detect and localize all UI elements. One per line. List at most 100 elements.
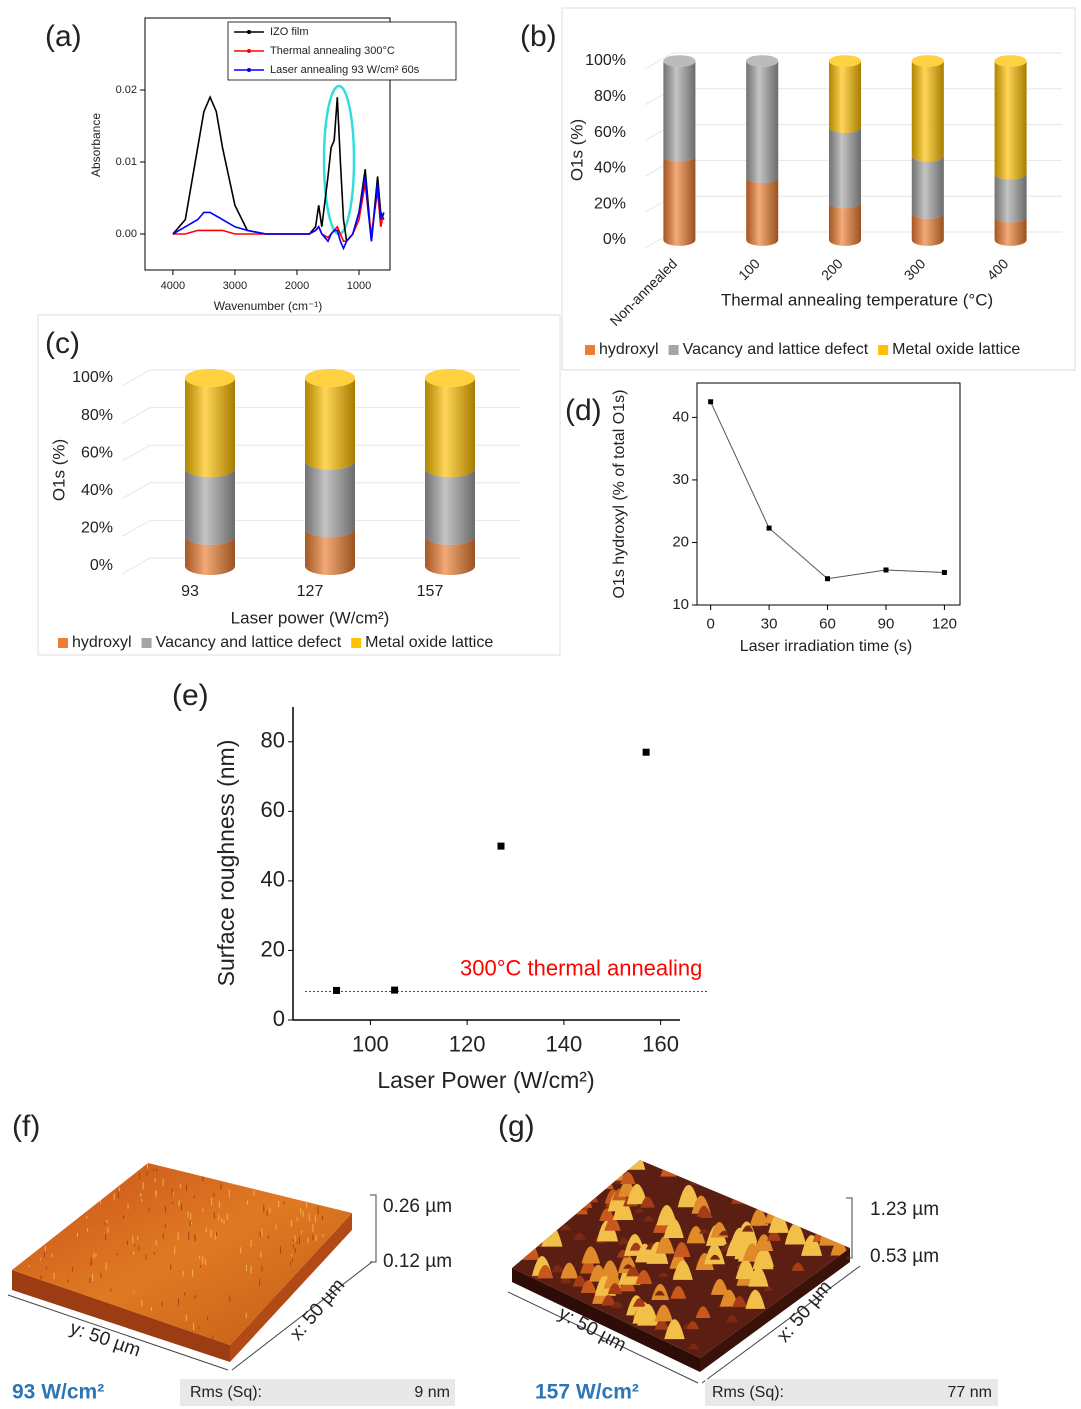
rms-value: 77 nm [948, 1384, 992, 1401]
surface-peak [604, 1216, 621, 1231]
bar-shading [994, 173, 1027, 223]
y-tick-label: 100% [585, 52, 626, 69]
grid-line [121, 407, 520, 425]
grid-line [121, 519, 520, 537]
cylinder-cap [994, 55, 1027, 67]
surface-peak [686, 1225, 706, 1244]
cylinder-cap-shine [829, 55, 861, 67]
reference-label: 300°C thermal annealing [460, 955, 702, 980]
surface-peak [597, 1175, 614, 1190]
surface-peak [623, 1264, 634, 1269]
y-tick-label: 40 [261, 867, 285, 892]
legend-swatch [878, 345, 889, 355]
afm-panel: (f) 0.26 µm 0.12 µm y: 50 µm x: 50 µm 93… [7, 1110, 455, 1406]
surface-peak [791, 1262, 805, 1272]
x-tick-label: 30 [761, 615, 778, 632]
axis-line [7, 1294, 229, 1371]
data-point [333, 986, 341, 994]
afm-panel: (g) 1.23 µm 0.53 µm y: 50 µm x: 50 µm 15… [498, 1110, 998, 1406]
x-tick-label: 300 [901, 255, 929, 283]
surface-peak [654, 1304, 673, 1322]
y-tick-label: 0.02 [116, 84, 137, 96]
surface-peak [689, 1180, 701, 1186]
surface-peak [698, 1229, 710, 1234]
x-tick-label: 2000 [285, 280, 309, 292]
surface-peak [606, 1163, 626, 1181]
x-tick-label: 93 [181, 583, 199, 600]
axis-line [507, 1291, 699, 1384]
legend-label: Laser annealing 93 W/cm² 60s [270, 64, 420, 76]
surface-peak [658, 1272, 669, 1277]
bar-shading [746, 177, 779, 246]
y-axis-label: O1s (%) [567, 119, 586, 181]
surface-peak [664, 1319, 685, 1340]
series-line [172, 176, 385, 251]
data-point [642, 748, 650, 756]
surface-peak [735, 1221, 758, 1243]
panel-label: (a) [45, 20, 82, 53]
surface-peak [635, 1269, 653, 1284]
x-tick-label: 3000 [223, 280, 247, 292]
panel-label: (g) [498, 1110, 535, 1143]
bar-shading [185, 378, 235, 478]
bar-shading [746, 61, 779, 184]
surface-peak [573, 1232, 586, 1241]
scale-min: 0.53 µm [870, 1246, 939, 1267]
surface-peak [617, 1237, 630, 1245]
y-tick-label: 0.00 [116, 228, 137, 240]
surface-peak [654, 1290, 665, 1296]
bar-shading [663, 61, 696, 162]
surface-peak [637, 1303, 659, 1326]
legend-swatch [58, 638, 68, 648]
surface-peak [719, 1289, 739, 1307]
bar-shading [305, 378, 355, 470]
surface-side [512, 1268, 700, 1372]
legend-swatch [351, 638, 362, 648]
surface-peak [748, 1266, 769, 1287]
surface-peak [695, 1306, 711, 1318]
surface-peak [725, 1315, 738, 1323]
cylinder-cap [829, 55, 861, 67]
surface-peak [763, 1286, 774, 1291]
surface-peak [584, 1192, 599, 1203]
bar-shading [425, 468, 475, 545]
surface-peak [560, 1224, 572, 1231]
surface-peak [601, 1294, 616, 1306]
bar-shading [305, 460, 355, 538]
y-axis-label: Absorbance [89, 113, 103, 177]
surface-peak [663, 1218, 684, 1239]
surface-peak [709, 1254, 721, 1260]
y-tick-label: 60% [594, 124, 626, 141]
scale-bar [846, 1197, 853, 1259]
y-tick-label: 100% [72, 369, 113, 386]
surface-texture [22, 1163, 324, 1340]
x-axis-label: Laser power (W/cm²) [231, 608, 390, 627]
surface-peak [574, 1199, 589, 1211]
surface-peak [732, 1296, 747, 1308]
series-line [710, 401, 945, 580]
data-point [708, 399, 714, 405]
surface-peak [672, 1260, 693, 1280]
surface-peak [660, 1163, 677, 1177]
cylinder-cap [911, 55, 944, 67]
panel-label: (e) [172, 679, 209, 712]
scale-min: 0.12 µm [383, 1251, 452, 1272]
y-tick-label: 80 [261, 728, 285, 753]
grid-line [121, 444, 520, 462]
y-tick-label: 40 [672, 408, 689, 425]
highlight-ellipse [322, 84, 356, 236]
rms-bar [180, 1379, 455, 1406]
surface-peak [551, 1264, 564, 1273]
legend-label: Metal oxide lattice [365, 634, 493, 651]
cylinder-cap-shine [663, 55, 696, 67]
bar-shading [425, 535, 475, 575]
x-tick-label: 200 [818, 255, 846, 283]
y-tick-label: 0.01 [116, 156, 137, 168]
power-label: 93 W/cm² [12, 1381, 104, 1404]
bar-shading [994, 61, 1027, 180]
data-point [497, 842, 505, 850]
cylinder-cap [663, 55, 696, 67]
scale-max: 0.26 µm [383, 1196, 452, 1217]
bar-shading [663, 155, 696, 246]
legend-label: IZO film [270, 26, 309, 38]
